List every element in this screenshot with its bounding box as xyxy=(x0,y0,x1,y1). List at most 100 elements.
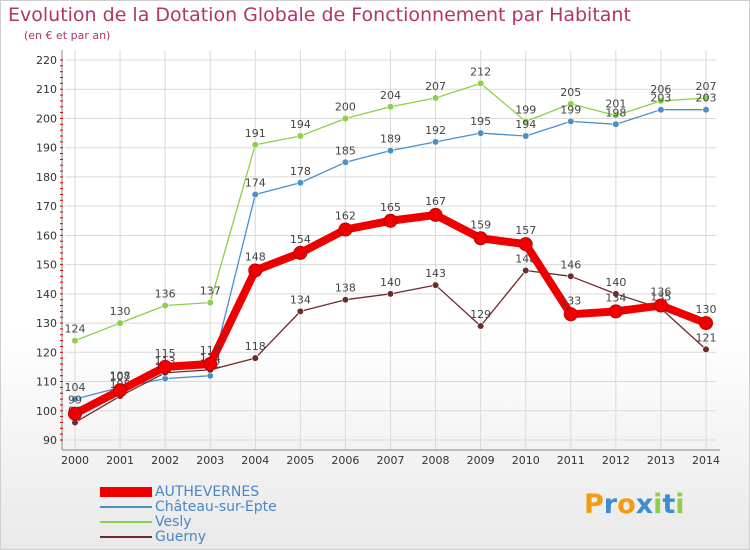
data-point xyxy=(251,141,259,149)
data-label: 104 xyxy=(65,381,86,394)
data-point xyxy=(477,322,485,330)
data-label: 207 xyxy=(696,80,717,93)
data-point xyxy=(657,97,665,105)
x-tick-label: 2001 xyxy=(106,454,134,467)
data-label: 140 xyxy=(605,276,626,289)
data-label: 159 xyxy=(470,218,491,231)
y-tick-label: 130 xyxy=(36,317,57,330)
data-point xyxy=(296,179,304,187)
data-point xyxy=(702,94,710,102)
data-label: 107 xyxy=(110,370,131,383)
legend-label: Guerny xyxy=(155,529,207,545)
legend-swatch xyxy=(100,487,152,497)
data-point xyxy=(522,132,530,140)
data-label: 185 xyxy=(335,144,356,157)
logo-letter: x xyxy=(635,489,654,520)
legend-label: AUTHEVERNES xyxy=(155,484,260,500)
x-tick-label: 2014 xyxy=(692,454,720,467)
y-tick-label: 100 xyxy=(36,405,57,418)
data-point xyxy=(251,190,259,199)
data-point xyxy=(341,296,350,304)
data-label: 199 xyxy=(560,103,581,116)
data-label: 140 xyxy=(380,276,401,289)
data-label: 178 xyxy=(290,165,311,178)
y-tick-label: 90 xyxy=(43,434,57,447)
data-label: 189 xyxy=(380,133,401,146)
data-label: 174 xyxy=(245,176,266,189)
y-tick-label: 110 xyxy=(36,376,57,389)
data-label: 199 xyxy=(515,103,536,116)
data-label: 157 xyxy=(515,224,536,237)
data-point xyxy=(477,79,485,87)
data-point xyxy=(612,111,620,120)
data-label: 205 xyxy=(560,86,581,99)
data-point xyxy=(563,307,578,322)
y-tick-label: 140 xyxy=(36,288,57,301)
logo-letter: i xyxy=(675,489,685,520)
data-label: 138 xyxy=(335,282,356,295)
x-tick-label: 2003 xyxy=(196,454,224,467)
data-label: 146 xyxy=(560,258,581,271)
data-label: 206 xyxy=(650,83,671,96)
data-label: 108 xyxy=(110,369,131,382)
legend-label: Vesly xyxy=(155,514,192,530)
data-point xyxy=(71,337,79,345)
data-point xyxy=(386,147,395,155)
data-point xyxy=(251,354,259,362)
legend-label: Château-sur-Epte xyxy=(155,499,277,515)
x-tick-label: 2002 xyxy=(151,454,179,467)
data-point xyxy=(341,158,350,166)
data-label: 194 xyxy=(515,118,536,131)
data-label: 134 xyxy=(605,291,626,304)
y-tick-label: 200 xyxy=(36,112,57,125)
data-label: 154 xyxy=(290,233,311,246)
logo-letter: o xyxy=(617,489,636,520)
data-point xyxy=(116,319,124,327)
x-tick-label: 2005 xyxy=(286,454,314,467)
logo-letter: i xyxy=(653,489,663,520)
data-label: 165 xyxy=(380,201,401,214)
data-point xyxy=(473,231,488,246)
y-tick-label: 180 xyxy=(36,171,57,184)
data-point xyxy=(293,245,308,260)
data-point xyxy=(203,357,218,371)
data-label: 207 xyxy=(425,80,446,93)
data-label: 124 xyxy=(65,323,86,336)
y-tick-label: 170 xyxy=(36,200,57,213)
data-label: 135 xyxy=(650,290,671,303)
data-point xyxy=(206,299,214,307)
data-point xyxy=(158,359,173,374)
data-point xyxy=(68,406,82,421)
data-label: 204 xyxy=(380,89,401,102)
data-point xyxy=(699,316,713,331)
x-tick-label: 2010 xyxy=(512,454,540,467)
data-label: 136 xyxy=(155,288,176,301)
data-label: 121 xyxy=(696,331,717,344)
x-tick-label: 2011 xyxy=(557,454,585,467)
data-label: 192 xyxy=(425,124,446,137)
data-label: 212 xyxy=(470,65,491,78)
data-point xyxy=(161,301,169,310)
data-point xyxy=(567,100,575,108)
data-point xyxy=(386,290,395,298)
data-point xyxy=(113,383,128,398)
x-tick-label: 2006 xyxy=(331,454,359,467)
legend-swatch xyxy=(100,506,152,508)
data-label: 203 xyxy=(650,92,671,105)
data-point xyxy=(608,304,623,319)
data-label: 134 xyxy=(290,293,311,306)
data-point xyxy=(702,106,710,114)
y-tick-label: 220 xyxy=(36,54,57,67)
logo-letter: t xyxy=(662,489,676,520)
legend-swatch xyxy=(100,536,152,538)
data-point xyxy=(612,290,620,298)
data-label: 167 xyxy=(425,195,446,208)
data-point xyxy=(477,129,485,137)
data-label: 194 xyxy=(290,118,311,131)
data-point xyxy=(338,222,353,237)
logo-letter: P xyxy=(584,489,604,520)
data-point xyxy=(71,395,79,403)
logo-letter: r xyxy=(603,489,618,520)
data-label: 130 xyxy=(110,305,131,318)
data-point xyxy=(386,103,395,111)
